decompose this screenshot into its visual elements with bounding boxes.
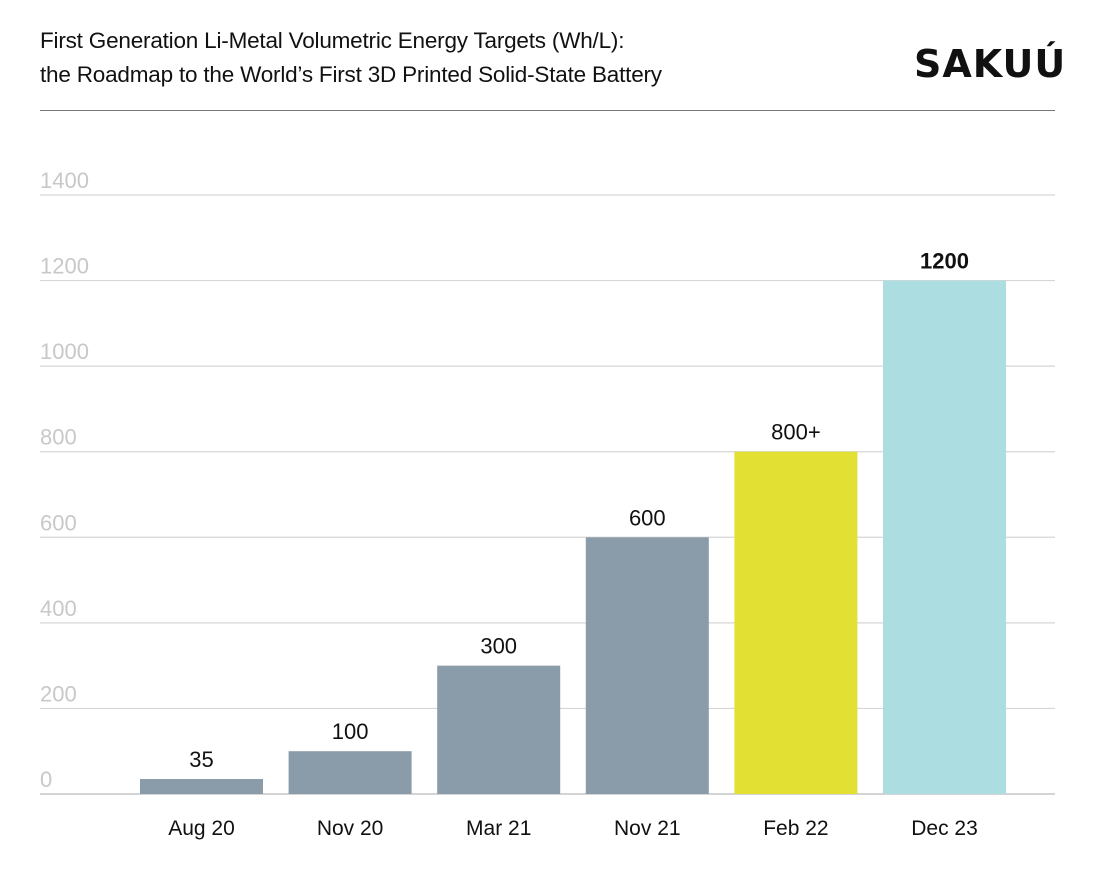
y-tick-label: 1200	[40, 254, 89, 279]
y-tick-label: 0	[40, 767, 52, 792]
sakuu-logo: SAKUÚ	[914, 42, 1067, 86]
header-divider	[40, 110, 1055, 111]
y-tick-label: 200	[40, 681, 77, 706]
y-tick-label: 600	[40, 510, 77, 535]
data-label: 800+	[771, 420, 821, 445]
x-tick-label: Dec 23	[911, 817, 978, 840]
data-label: 100	[332, 719, 369, 744]
chart-title: First Generation Li-Metal Volumetric Ene…	[40, 24, 662, 92]
bar	[437, 665, 561, 794]
data-label: 35	[189, 747, 213, 772]
bar	[288, 751, 412, 794]
x-tick-label: Nov 21	[614, 817, 681, 840]
data-label: 600	[629, 505, 666, 530]
data-label: 300	[480, 634, 517, 659]
x-tick-label: Mar 21	[466, 817, 531, 840]
y-tick-label: 1400	[40, 168, 89, 193]
data-label: 1200	[920, 249, 969, 274]
x-tick-label: Aug 20	[168, 817, 235, 840]
x-tick-label: Nov 20	[317, 817, 384, 840]
bar	[140, 779, 263, 794]
x-tick-label: Feb 22	[763, 817, 828, 840]
bar	[585, 537, 709, 794]
title-line-2: the Roadmap to the World’s First 3D Prin…	[40, 62, 662, 87]
bar	[883, 280, 1006, 795]
y-tick-label: 400	[40, 596, 77, 621]
y-tick-label: 1000	[40, 339, 89, 364]
title-line-1: First Generation Li-Metal Volumetric Ene…	[40, 28, 625, 53]
y-tick-label: 800	[40, 425, 77, 450]
bar	[734, 451, 858, 794]
